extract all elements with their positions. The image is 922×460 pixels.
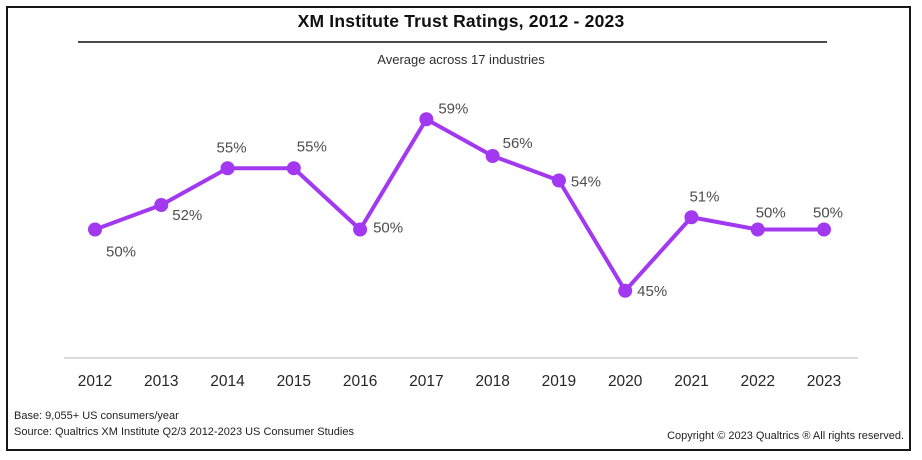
value-label: 50% xyxy=(813,205,843,222)
title-underline xyxy=(78,41,827,43)
x-tick-label: 2012 xyxy=(78,373,112,390)
chart-title: XM Institute Trust Ratings, 2012 - 2023 xyxy=(297,11,625,31)
x-tick-label: 2022 xyxy=(740,373,774,390)
data-point xyxy=(551,173,566,188)
value-label: 50% xyxy=(756,205,786,222)
trust-ratings-line-chart: 50% 2012 52% 2013 55% 2014 55% 2015 50% 2016 59% 20… xyxy=(64,100,858,390)
x-tick-label: 2023 xyxy=(807,373,841,390)
data-point xyxy=(817,222,831,237)
footer-base-note: Base: 9,055+ US consumers/year xyxy=(14,410,179,422)
data-point xyxy=(485,149,500,163)
value-label: 50% xyxy=(373,220,403,237)
x-tick-label: 2019 xyxy=(542,373,576,390)
footer-source-note: Source: Qualtrics XM Institute Q2/3 2012… xyxy=(14,425,354,438)
data-point xyxy=(419,112,434,127)
chart-subtitle: Average across 17 industries xyxy=(377,52,545,67)
value-label: 55% xyxy=(297,138,327,155)
data-point xyxy=(88,222,102,237)
value-label: 50% xyxy=(106,244,136,261)
x-tick-label: 2020 xyxy=(608,373,643,390)
footer-copyright: Copyright © 2023 Qualtrics ® All rights … xyxy=(667,430,904,442)
value-label: 55% xyxy=(217,139,247,156)
data-point xyxy=(750,222,765,237)
data-point xyxy=(618,283,633,298)
data-point xyxy=(154,198,169,212)
x-tick-label: 2015 xyxy=(277,373,311,390)
value-label: 56% xyxy=(503,135,533,152)
data-point xyxy=(286,161,301,176)
data-point xyxy=(220,161,235,176)
x-tick-label: 2021 xyxy=(674,373,708,390)
x-tick-label: 2018 xyxy=(475,373,509,390)
trend-line xyxy=(93,117,826,293)
x-tick-label: 2017 xyxy=(409,373,443,390)
x-tick-label: 2016 xyxy=(343,373,377,390)
value-label: 52% xyxy=(172,207,202,224)
value-label: 59% xyxy=(438,100,468,117)
value-label: 51% xyxy=(689,188,719,205)
data-point xyxy=(353,222,368,237)
footer-notes: Base: 9,055+ US consumers/year Source: Q… xyxy=(14,409,354,440)
value-label: 54% xyxy=(571,174,601,191)
data-point xyxy=(684,210,699,225)
value-label: 45% xyxy=(637,283,667,300)
x-tick-label: 2014 xyxy=(210,373,245,390)
x-tick-label: 2013 xyxy=(144,373,178,390)
